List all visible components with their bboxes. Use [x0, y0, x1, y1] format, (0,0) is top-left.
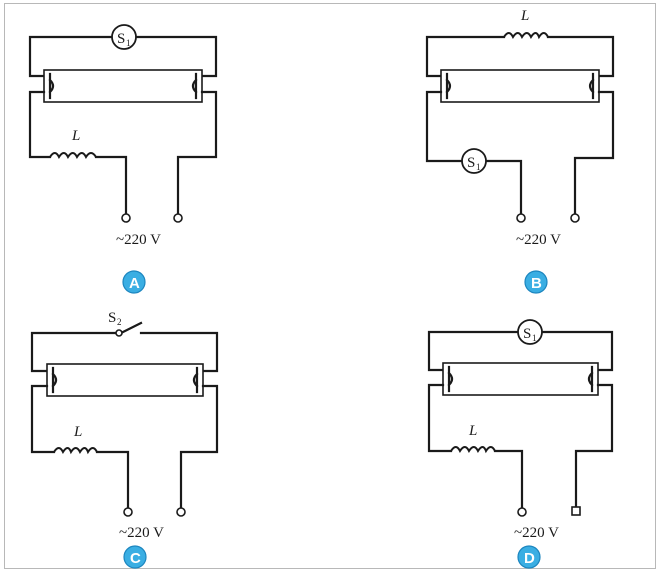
panel-b-option-label: B [531, 275, 542, 292]
panel-a-top-wire [28, 35, 218, 78]
panel-c-left-wire [30, 384, 130, 510]
panel-d-top-wire [427, 330, 614, 372]
panel-a-left-filament [48, 72, 55, 100]
panel-c-left-filament [51, 366, 58, 394]
panel-a-terminal-right [173, 213, 183, 223]
panel-b-supply-label: ~220 V [516, 232, 561, 248]
panel-b-lamp-tube [440, 69, 600, 103]
panel-d-switch-sub: 1 [532, 333, 537, 343]
panel-d-option-badge: D [517, 545, 541, 569]
panel-a-supply-label: ~220 V [116, 232, 161, 248]
panel-c: S 2 L ~220 V C [30, 310, 219, 569]
panel-d-right-filament [587, 365, 594, 393]
panel-d-option-label: D [524, 550, 535, 567]
panel-b-top-wire [425, 35, 615, 78]
panel-b-left-wire [425, 90, 523, 216]
panel-d-left-wire [427, 383, 524, 510]
panel-a-switch-label: S [117, 31, 125, 47]
panel-a-inductor-label: L [71, 128, 80, 144]
panel-d-supply-label: ~220 V [514, 525, 559, 541]
panel-d-inductor-coil [450, 446, 496, 454]
panel-c-switch-label: S [108, 310, 116, 326]
panel-d: S 1 L ~220 V D [427, 319, 614, 569]
panel-a-right-wire [176, 90, 218, 216]
panel-b-inductor-label: L [520, 8, 529, 24]
panel-a-left-wire [28, 90, 128, 216]
panel-c-switch-sub: 2 [117, 317, 122, 327]
panel-a-terminal-left [121, 213, 131, 223]
panel-b-inductor-coil [503, 32, 549, 40]
panel-a-option-label: A [129, 275, 140, 292]
panel-c-terminal-right [176, 507, 186, 517]
panel-d-inductor-label: L [468, 423, 477, 439]
panel-a-switch-s1: S 1 [111, 24, 137, 50]
panel-a-right-filament [191, 72, 198, 100]
panel-b-switch-sub: 1 [476, 162, 481, 172]
panel-d-switch-s1: S 1 [517, 319, 543, 345]
panel-a-option-badge: A [122, 270, 146, 294]
panel-c-lamp-tube [46, 363, 204, 397]
panel-b: L S 1 ~220 V B [425, 8, 615, 294]
panel-a-lamp-tube [43, 69, 203, 103]
panel-a-switch-sub: 1 [126, 38, 131, 48]
panel-d-left-filament [447, 365, 454, 393]
panel-b-terminal-left [516, 213, 526, 223]
panel-c-switch-contact [115, 329, 123, 337]
panel-d-terminal-right [571, 506, 581, 516]
panel-d-lamp-tube [442, 362, 599, 396]
panel-c-inductor-coil [53, 447, 98, 455]
panel-b-switch-label: S [467, 155, 475, 171]
panel-b-terminal-right [570, 213, 580, 223]
panel-b-left-filament [445, 72, 452, 100]
panel-c-option-label: C [130, 550, 141, 567]
panel-c-right-wire [179, 384, 219, 510]
figure-frame [4, 3, 656, 569]
panel-c-supply-label: ~220 V [119, 525, 164, 541]
panel-d-right-wire [574, 383, 614, 509]
panel-b-right-filament [588, 72, 595, 100]
panel-c-switch-s2: S 2 [108, 310, 122, 327]
panel-c-right-filament [192, 366, 199, 394]
panel-d-terminal-left [517, 507, 527, 517]
panel-c-top-wire [30, 321, 219, 373]
panel-b-option-badge: B [524, 270, 548, 294]
panel-d-switch-label: S [523, 326, 531, 342]
panel-a: S 1 L ~220 V A [28, 24, 218, 294]
panel-a-inductor-coil [49, 152, 97, 160]
panel-c-inductor-label: L [73, 424, 82, 440]
panel-c-option-badge: C [123, 545, 147, 569]
panel-b-switch-s1: S 1 [461, 148, 487, 174]
panel-c-terminal-left [123, 507, 133, 517]
panel-b-right-wire [573, 90, 615, 216]
